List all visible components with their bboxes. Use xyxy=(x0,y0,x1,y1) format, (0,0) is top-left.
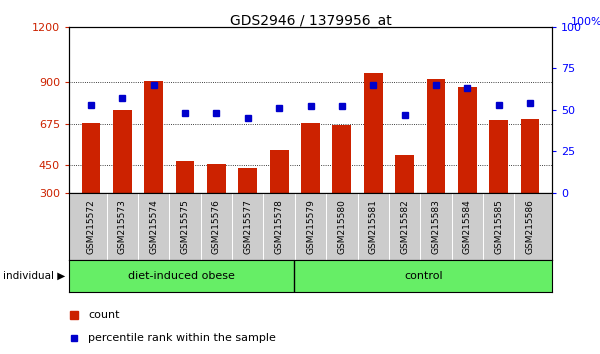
Text: 100%: 100% xyxy=(571,17,600,27)
Text: GSM215578: GSM215578 xyxy=(275,199,284,254)
Text: diet-induced obese: diet-induced obese xyxy=(128,271,235,281)
Bar xyxy=(270,150,289,193)
Text: GSM215576: GSM215576 xyxy=(212,199,221,254)
Text: GSM215577: GSM215577 xyxy=(243,199,252,254)
Bar xyxy=(364,73,383,193)
Text: GSM215583: GSM215583 xyxy=(431,199,440,254)
Text: GSM215581: GSM215581 xyxy=(369,199,378,254)
Text: individual ▶: individual ▶ xyxy=(3,271,65,281)
Bar xyxy=(82,123,100,193)
Text: GSM215586: GSM215586 xyxy=(526,199,535,254)
Text: percentile rank within the sample: percentile rank within the sample xyxy=(88,333,276,343)
Bar xyxy=(207,164,226,193)
Text: count: count xyxy=(88,309,120,320)
Text: control: control xyxy=(404,271,443,281)
Bar xyxy=(301,123,320,193)
Text: GSM215582: GSM215582 xyxy=(400,199,409,254)
Bar xyxy=(176,161,194,193)
Text: GSM215575: GSM215575 xyxy=(181,199,190,254)
Text: GSM215572: GSM215572 xyxy=(86,199,95,254)
Bar xyxy=(113,110,132,193)
Bar xyxy=(489,120,508,193)
Text: GSM215580: GSM215580 xyxy=(337,199,346,254)
Bar xyxy=(395,155,414,193)
Bar xyxy=(332,125,351,193)
Text: GSM215584: GSM215584 xyxy=(463,199,472,254)
Text: GSM215574: GSM215574 xyxy=(149,199,158,254)
Text: GSM215579: GSM215579 xyxy=(306,199,315,254)
Text: GDS2946 / 1379956_at: GDS2946 / 1379956_at xyxy=(230,14,391,28)
Bar xyxy=(427,79,445,193)
Bar xyxy=(144,81,163,193)
Bar xyxy=(458,87,477,193)
Text: GSM215573: GSM215573 xyxy=(118,199,127,254)
Bar xyxy=(238,168,257,193)
Text: GSM215585: GSM215585 xyxy=(494,199,503,254)
Bar xyxy=(521,119,539,193)
